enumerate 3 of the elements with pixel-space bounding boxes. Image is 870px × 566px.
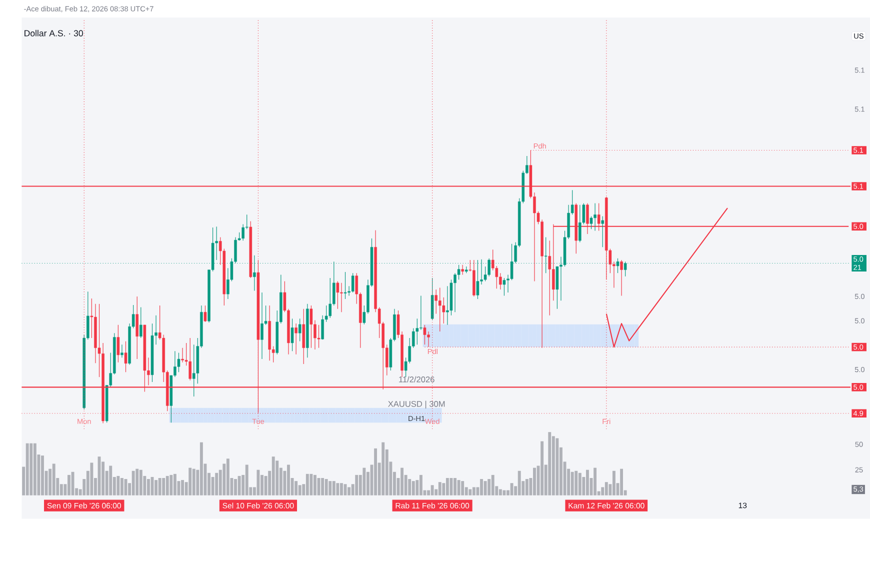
chart-subtitle: Dollar A.S. · 30 — [24, 30, 83, 37]
annotation: XAUUSD | 30M — [388, 400, 445, 409]
annotation: 11/2/2026 — [399, 376, 434, 383]
